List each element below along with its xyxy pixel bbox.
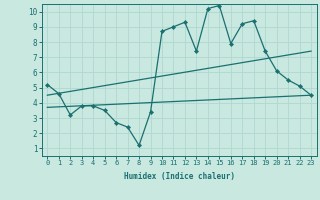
X-axis label: Humidex (Indice chaleur): Humidex (Indice chaleur)	[124, 172, 235, 181]
